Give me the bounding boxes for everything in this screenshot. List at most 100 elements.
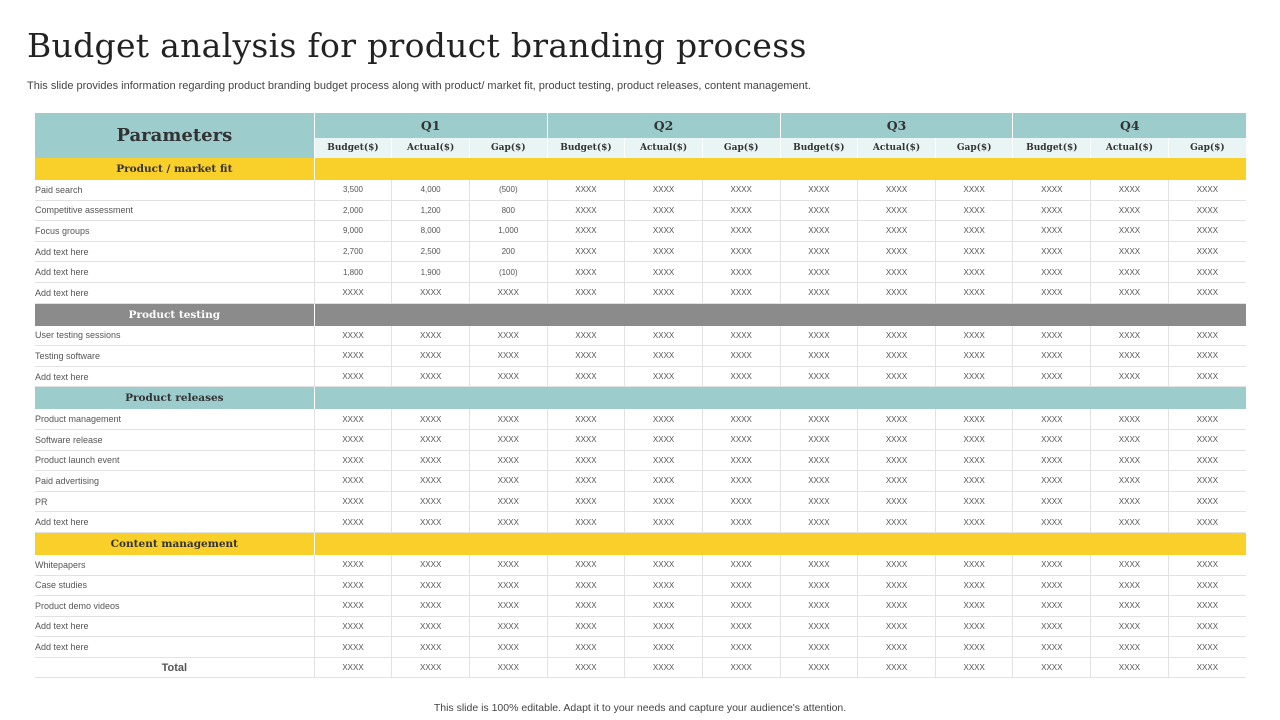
table-cell: 2,000	[313, 200, 392, 222]
table-cell: XXXX	[468, 554, 548, 576]
table-cell: XXXX	[934, 180, 1013, 201]
subheader-budget: Budget($)	[546, 138, 625, 158]
table-cell: XXXX	[934, 429, 1013, 451]
table-cell: XXXX	[701, 511, 781, 533]
table-cell: XXXX	[857, 220, 936, 242]
table-cell: XXXX	[857, 200, 936, 222]
table-cell: XXXX	[1090, 470, 1169, 492]
total-row: Total XXXX XXXX XXXX XXXX XXXX XXXX XXXX XXXX XXX…	[35, 657, 1246, 679]
table-cell: XXXX	[779, 200, 858, 222]
table-cell: XXXX	[934, 325, 1013, 347]
table-cell: XXXX	[1167, 595, 1246, 617]
table-cell: XXXX	[934, 554, 1013, 576]
table-cell: XXXX	[391, 511, 470, 533]
table-cell: XXXX	[1167, 345, 1246, 367]
table-cell: XXXX	[391, 616, 470, 638]
total-cell: XXXX	[624, 657, 703, 679]
table-cell: 2,500	[391, 241, 470, 263]
table-row: Add text here 2,700 2,500 200 XXXX XXXX XXXX XX…	[35, 241, 1246, 263]
table-cell: XXXX	[313, 616, 392, 638]
table-cell: XXXX	[701, 470, 781, 492]
total-cell: XXXX	[1167, 657, 1246, 679]
row-label: Add text here	[35, 366, 315, 388]
section-title: Product releases	[35, 386, 315, 410]
table-cell: 1,000	[468, 220, 548, 242]
table-cell: XXXX	[1167, 554, 1246, 576]
section-title: Content management	[35, 532, 315, 555]
table-cell: XXXX	[391, 595, 470, 617]
table-cell: XXXX	[701, 429, 781, 451]
table-cell: XXXX	[779, 554, 858, 576]
section-header-row: Content management	[35, 532, 1246, 555]
table-cell: XXXX	[701, 282, 781, 304]
subheader-budget: Budget($)	[779, 138, 858, 158]
table-cell: XXXX	[934, 409, 1013, 430]
table-cell: XXXX	[857, 241, 936, 263]
table-cell: XXXX	[934, 595, 1013, 617]
total-label: Total	[35, 657, 315, 679]
table-cell: XXXX	[546, 595, 625, 617]
table-cell: 3,500	[313, 180, 392, 201]
table-cell: XXXX	[1090, 220, 1169, 242]
table-cell: XXXX	[779, 282, 858, 304]
total-cell: XXXX	[857, 657, 936, 679]
table-cell: XXXX	[1090, 200, 1169, 222]
table-cell: XXXX	[701, 491, 781, 513]
table-cell: XXXX	[546, 241, 625, 263]
table-cell: XXXX	[1090, 491, 1169, 513]
table-cell: XXXX	[701, 575, 781, 597]
table-row: Whitepapers XXXX XXXX XXXX XXXX XXXX XXXX XXXX X…	[35, 554, 1246, 576]
table-cell: XXXX	[624, 409, 703, 430]
row-label: Paid search	[35, 180, 315, 201]
table-cell: XXXX	[391, 345, 470, 367]
table-cell: XXXX	[1012, 616, 1091, 638]
page-subtitle: This slide provides information regardin…	[27, 80, 811, 92]
table-cell: XXXX	[779, 325, 858, 347]
row-label: Focus groups	[35, 220, 315, 242]
table-cell: XXXX	[934, 511, 1013, 533]
table-cell: XXXX	[1012, 595, 1091, 617]
table-cell: XXXX	[779, 180, 858, 201]
table-cell: XXXX	[313, 282, 392, 304]
table-cell: XXXX	[1167, 575, 1246, 597]
table-cell: XXXX	[313, 470, 392, 492]
table-cell: XXXX	[779, 595, 858, 617]
table-cell: XXXX	[1012, 636, 1091, 658]
table-cell: XXXX	[1090, 575, 1169, 597]
table-row: Paid search 3,500 4,000 (500) XXXX XXXX XXXX XX…	[35, 180, 1246, 201]
table-cell: XXXX	[624, 491, 703, 513]
table-cell: XXXX	[624, 220, 703, 242]
table-cell: XXXX	[934, 366, 1013, 388]
table-cell: XXXX	[546, 511, 625, 533]
table-cell: 200	[468, 241, 548, 263]
section-fill	[313, 386, 1246, 410]
table-cell: XXXX	[468, 409, 548, 430]
table-row: Add text here XXXX XXXX XXXX XXXX XXXX XXXX XXX…	[35, 282, 1246, 304]
table-cell: XXXX	[391, 491, 470, 513]
table-cell: XXXX	[624, 429, 703, 451]
table-row: Case studies XXXX XXXX XXXX XXXX XXXX XXXX XXXX…	[35, 575, 1246, 597]
table-cell: XXXX	[546, 409, 625, 430]
row-label: Add text here	[35, 511, 315, 533]
table-cell: XXXX	[624, 616, 703, 638]
quarter-header-q1: Q1	[313, 113, 548, 138]
table-cell: XXXX	[468, 345, 548, 367]
table-cell: XXXX	[1012, 409, 1091, 430]
total-cell: XXXX	[468, 657, 548, 679]
table-cell: XXXX	[1012, 345, 1091, 367]
table-row: Add text here 1,800 1,900 (100) XXXX XXXX XXXX…	[35, 261, 1246, 283]
total-cell: XXXX	[313, 657, 392, 679]
row-label: Add text here	[35, 241, 315, 263]
table-cell: 1,200	[391, 200, 470, 222]
row-label: Competitive assessment	[35, 200, 315, 222]
quarter-header-q2: Q2	[546, 113, 781, 138]
table-cell: XXXX	[701, 325, 781, 347]
table-cell: XXXX	[546, 450, 625, 472]
table-cell: XXXX	[857, 491, 936, 513]
table-cell: XXXX	[313, 345, 392, 367]
table-cell: XXXX	[779, 511, 858, 533]
table-row: Add text here XXXX XXXX XXXX XXXX XXXX XXXX XXX…	[35, 366, 1246, 388]
table-cell: XXXX	[313, 554, 392, 576]
table-cell: XXXX	[391, 409, 470, 430]
table-cell: XXXX	[934, 616, 1013, 638]
